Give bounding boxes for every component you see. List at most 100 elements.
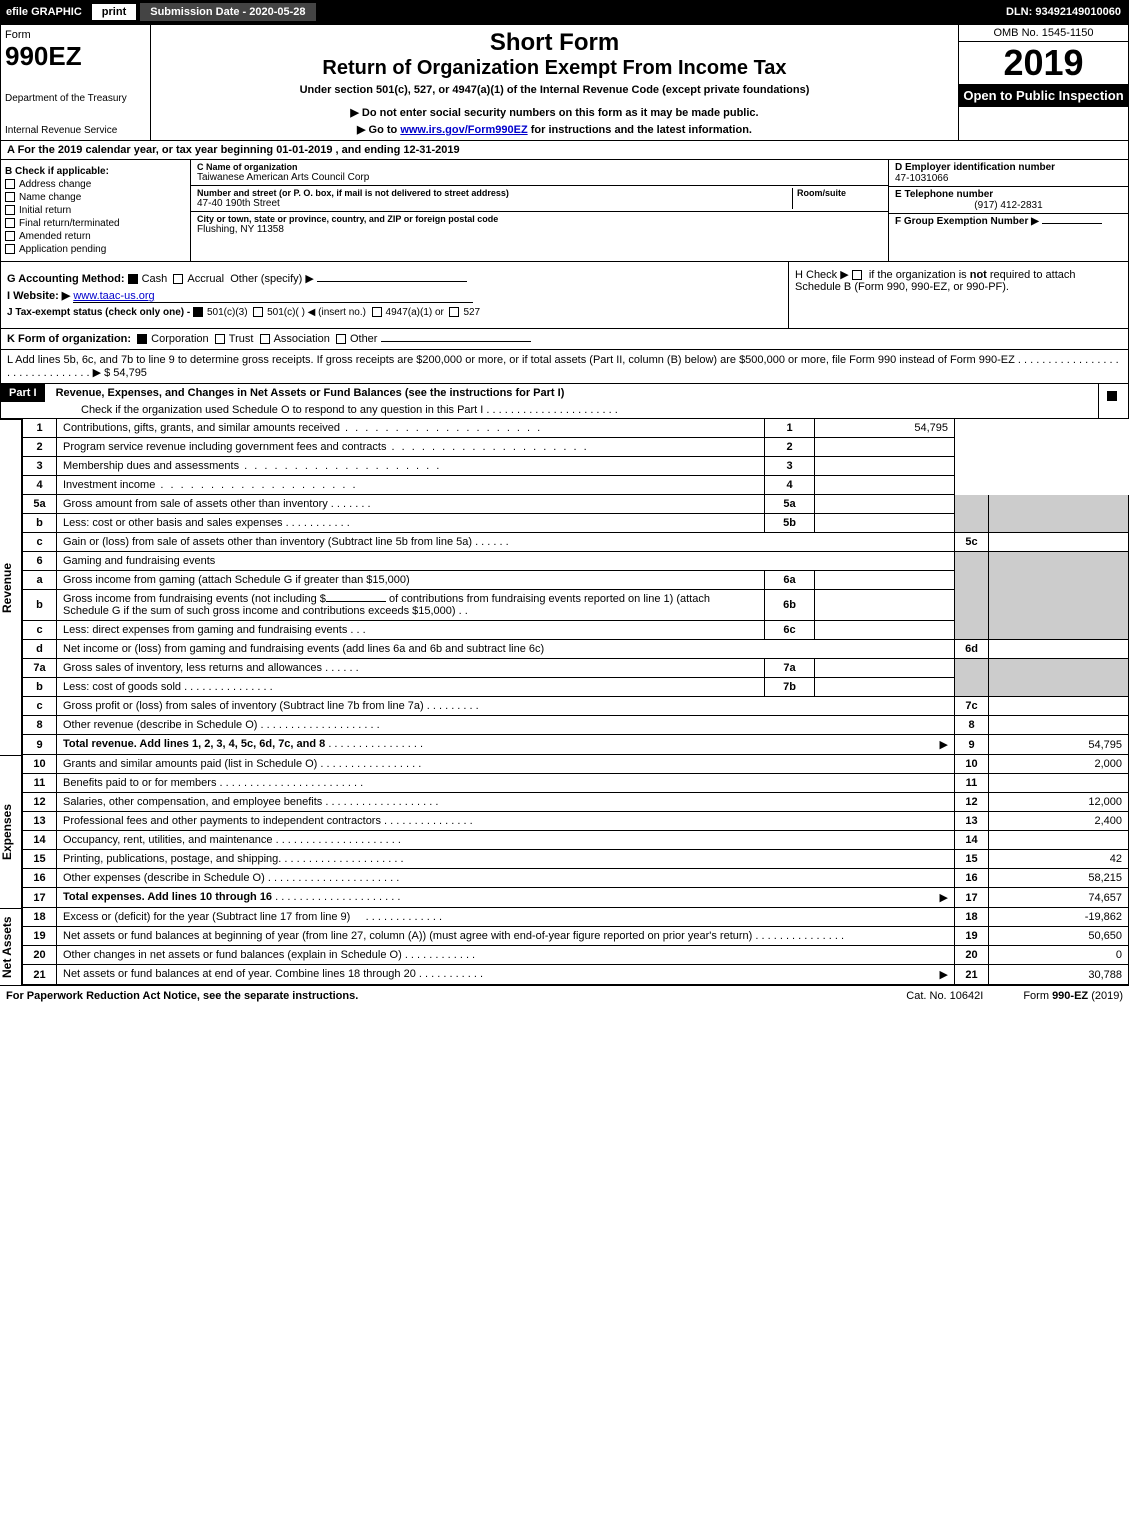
line-7c: cGross profit or (loss) from sales of in… <box>23 697 1129 716</box>
chk-final-return[interactable] <box>5 218 15 228</box>
street-label: Number and street (or P. O. box, if mail… <box>197 188 792 198</box>
chk-501c3[interactable] <box>193 307 203 317</box>
chk-schedule-o[interactable] <box>1107 391 1117 401</box>
ssn-warning: ▶ Do not enter social security numbers o… <box>155 106 954 119</box>
chk-501c[interactable] <box>253 307 263 317</box>
line-19: 19Net assets or fund balances at beginni… <box>23 927 1129 946</box>
h-text1: H Check ▶ <box>795 269 849 281</box>
j-4947: 4947(a)(1) or <box>386 307 444 318</box>
chk-h[interactable] <box>852 270 862 280</box>
chk-corp[interactable] <box>137 334 147 344</box>
line-8: 8Other revenue (describe in Schedule O) … <box>23 716 1129 735</box>
top-bar: efile GRAPHIC print Submission Date - 20… <box>0 0 1129 24</box>
irs-link[interactable]: www.irs.gov/Form990EZ <box>400 124 527 136</box>
chk-amended[interactable] <box>5 231 15 241</box>
chk-527[interactable] <box>449 307 459 317</box>
section-h: H Check ▶ if the organization is not req… <box>788 262 1128 328</box>
chk-pending[interactable] <box>5 244 15 254</box>
chk-address-change[interactable] <box>5 179 15 189</box>
short-form-title: Short Form <box>155 29 954 57</box>
line-17: 17Total expenses. Add lines 10 through 1… <box>23 888 1129 908</box>
header-mid: Short Form Return of Organization Exempt… <box>151 25 958 140</box>
line-10: 10Grants and similar amounts paid (list … <box>23 755 1129 774</box>
expenses-section: Expenses 10Grants and similar amounts pa… <box>0 755 1129 908</box>
chk-4947[interactable] <box>372 307 382 317</box>
g-accrual: Accrual <box>187 273 224 285</box>
chk-name-change[interactable] <box>5 192 15 202</box>
form-header: Form 990EZ Department of the Treasury In… <box>0 24 1129 141</box>
pending-label: Application pending <box>19 244 106 255</box>
website-link[interactable]: www.taac-us.org <box>73 290 473 303</box>
goto-pre: ▶ Go to <box>357 124 400 136</box>
chk-cash[interactable] <box>128 274 138 284</box>
line-13: 13Professional fees and other payments t… <box>23 812 1129 831</box>
chk-initial-return[interactable] <box>5 205 15 215</box>
section-a: A For the 2019 calendar year, or tax yea… <box>0 141 1129 160</box>
return-title: Return of Organization Exempt From Incom… <box>155 57 954 80</box>
room-label: Room/suite <box>797 188 882 198</box>
expenses-sidelabel: Expenses <box>0 755 22 908</box>
footer-left: For Paperwork Reduction Act Notice, see … <box>6 990 358 1002</box>
city-value: Flushing, NY 11358 <box>197 224 882 235</box>
entity-box: B Check if applicable: Address change Na… <box>0 160 1129 262</box>
netassets-section: Net Assets 18Excess or (deficit) for the… <box>0 908 1129 985</box>
part1-check-o: Check if the organization used Schedule … <box>1 402 1098 418</box>
line-16: 16Other expenses (describe in Schedule O… <box>23 869 1129 888</box>
ein-value: 47-1031066 <box>895 173 1122 184</box>
k-trust: Trust <box>229 333 254 345</box>
line-18: 18Excess or (deficit) for the year (Subt… <box>23 908 1129 927</box>
g-other: Other (specify) ▶ <box>230 273 314 285</box>
l-text: L Add lines 5b, 6c, and 7b to line 9 to … <box>7 354 1119 379</box>
org-name: Taiwanese American Arts Council Corp <box>197 172 882 183</box>
chk-other[interactable] <box>336 334 346 344</box>
netassets-table: 18Excess or (deficit) for the year (Subt… <box>22 908 1129 985</box>
line-11: 11Benefits paid to or for members . . . … <box>23 774 1129 793</box>
line-4: 4Investment income4 <box>23 476 1129 495</box>
part1-title: Revenue, Expenses, and Changes in Net As… <box>48 383 573 403</box>
form-word: Form <box>5 29 146 41</box>
chk-assoc[interactable] <box>260 334 270 344</box>
part1-header: Part I Revenue, Expenses, and Changes in… <box>0 384 1129 419</box>
f-label: F Group Exemption Number ▶ <box>895 216 1039 227</box>
g-other-input[interactable] <box>317 281 467 282</box>
phone-value: (917) 412-2831 <box>895 200 1122 211</box>
k-other-input[interactable] <box>381 341 531 342</box>
part1-tag: Part I <box>1 384 45 402</box>
b-label: B Check if applicable: <box>5 166 186 177</box>
line-12: 12Salaries, other compensation, and empl… <box>23 793 1129 812</box>
line-l: L Add lines 5b, 6c, and 7b to line 9 to … <box>0 350 1129 384</box>
j-label: J Tax-exempt status (check only one) - <box>7 307 190 318</box>
chk-accrual[interactable] <box>173 274 183 284</box>
print-button[interactable]: print <box>92 4 136 20</box>
k-label: K Form of organization: <box>7 333 131 345</box>
dln-label: DLN: 93492149010060 <box>998 4 1129 20</box>
j-501c3: 501(c)(3) <box>207 307 248 318</box>
final-label: Final return/terminated <box>19 218 120 229</box>
section-def: D Employer identification number 47-1031… <box>888 160 1128 261</box>
initial-label: Initial return <box>19 205 71 216</box>
section-c: C Name of organization Taiwanese America… <box>191 160 888 261</box>
line-k: K Form of organization: Corporation Trus… <box>0 329 1129 350</box>
line-g: G Accounting Method: Cash Accrual Other … <box>7 272 782 285</box>
part1-schedo-chk-cell <box>1098 384 1128 418</box>
goto-post: for instructions and the latest informat… <box>528 124 752 136</box>
j-501c: 501(c)( ) ◀ (insert no.) <box>267 307 366 318</box>
line-20: 20Other changes in net assets or fund ba… <box>23 946 1129 965</box>
chk-trust[interactable] <box>215 334 225 344</box>
i-label: I Website: ▶ <box>7 290 70 302</box>
revenue-section: Revenue 1Contributions, gifts, grants, a… <box>0 419 1129 755</box>
j-527: 527 <box>463 307 480 318</box>
line-2: 2Program service revenue including gover… <box>23 438 1129 457</box>
gh-box: G Accounting Method: Cash Accrual Other … <box>0 262 1129 329</box>
name-change-label: Name change <box>19 192 81 203</box>
submission-date: Submission Date - 2020-05-28 <box>140 3 315 21</box>
street-value: 47-40 190th Street <box>197 198 792 209</box>
amended-label: Amended return <box>19 231 91 242</box>
goto-line: ▶ Go to www.irs.gov/Form990EZ for instru… <box>155 123 954 136</box>
e-label: E Telephone number <box>895 189 1122 200</box>
line-3: 3Membership dues and assessments3 <box>23 457 1129 476</box>
section-b: B Check if applicable: Address change Na… <box>1 160 191 261</box>
header-left: Form 990EZ Department of the Treasury In… <box>1 25 151 140</box>
header-right: OMB No. 1545-1150 2019 Open to Public In… <box>958 25 1128 140</box>
revenue-sidelabel: Revenue <box>0 419 22 755</box>
